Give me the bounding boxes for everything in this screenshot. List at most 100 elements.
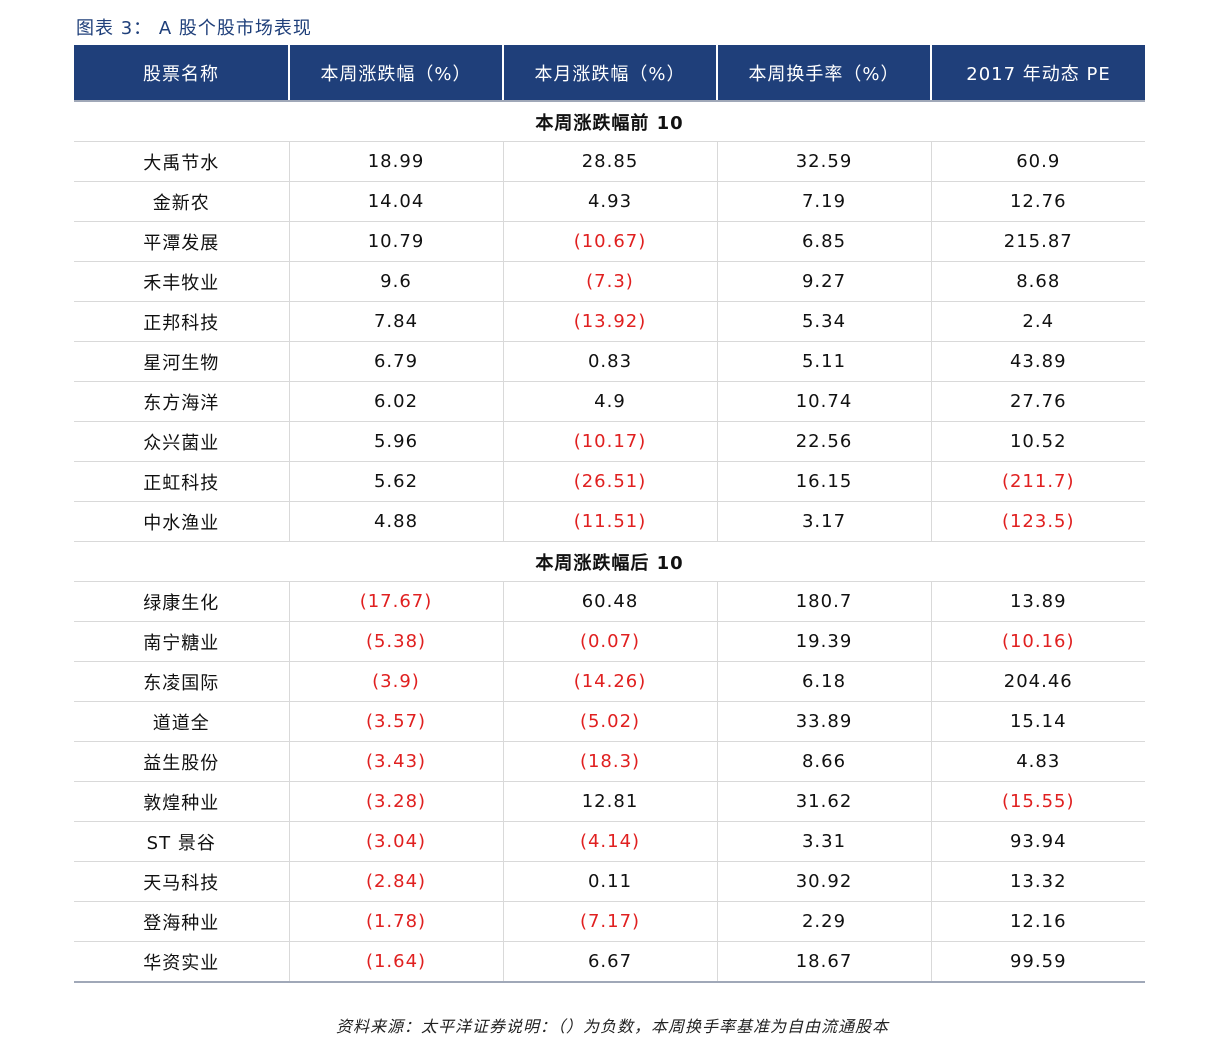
weekly-change-cell: 7.84 [288,301,503,342]
weekly-change-cell: (2.84) [288,861,503,902]
stock-name-cell: 益生股份 [74,741,289,782]
weekly-change-cell: (3.28) [288,781,503,822]
table-row: 东凌国际 (3.9) (14.26) 6.18 204.46 [74,661,1145,702]
monthly-change-cell: 4.93 [502,181,717,222]
table-row: 敦煌种业 (3.28) 12.81 31.62 (15.55) [74,781,1145,822]
monthly-change-cell: 60.48 [502,581,717,622]
table-row: 益生股份 (3.43) (18.3) 8.66 4.83 [74,741,1145,782]
table-row: 绿康生化 (17.67) 60.48 180.7 13.89 [74,581,1145,622]
table-row: 众兴菌业 5.96 (10.17) 22.56 10.52 [74,421,1145,462]
stock-name-cell: 登海种业 [74,901,289,942]
section-title: 本周涨跌幅前 10 [74,101,1145,142]
pe-cell: 215.87 [930,221,1145,262]
stock-name-cell: 华资实业 [74,941,289,983]
weekly-turnover-cell: 19.39 [716,621,931,662]
monthly-change-cell: (18.3) [502,741,717,782]
table-row: 天马科技 (2.84) 0.11 30.92 13.32 [74,861,1145,902]
section-header-row: 本周涨跌幅前 10 [74,101,1145,142]
stock-name-cell: ST 景谷 [74,821,289,862]
monthly-change-cell: (7.3) [502,261,717,302]
stock-name-cell: 星河生物 [74,341,289,382]
monthly-change-cell: (13.92) [502,301,717,342]
weekly-change-cell: (5.38) [288,621,503,662]
stock-name-cell: 东方海洋 [74,381,289,422]
table-header: 股票名称 本周涨跌幅（%） 本月涨跌幅（%） 本周换手率（%） 2017 年动态… [74,45,1145,102]
weekly-change-cell: 4.88 [288,501,503,542]
monthly-change-cell: 12.81 [502,781,717,822]
weekly-change-cell: 5.96 [288,421,503,462]
pe-cell: 8.68 [930,261,1145,302]
weekly-change-cell: (3.57) [288,701,503,742]
monthly-change-cell: (5.02) [502,701,717,742]
monthly-change-cell: 6.67 [502,941,717,983]
weekly-turnover-cell: 10.74 [716,381,931,422]
weekly-turnover-cell: 5.11 [716,341,931,382]
weekly-turnover-cell: 33.89 [716,701,931,742]
table-row: 星河生物 6.79 0.83 5.11 43.89 [74,341,1145,382]
weekly-turnover-cell: 8.66 [716,741,931,782]
stock-name-cell: 禾丰牧业 [74,261,289,302]
table-row: 平潭发展 10.79 (10.67) 6.85 215.87 [74,221,1145,262]
table-row: 正虹科技 5.62 (26.51) 16.15 (211.7) [74,461,1145,502]
source-note: 资料来源：太平洋证券说明：（）为负数，本周换手率基准为自由流通股本 [335,1017,889,1036]
weekly-turnover-cell: 22.56 [716,421,931,462]
monthly-change-cell: (10.67) [502,221,717,262]
pe-cell: 60.9 [930,141,1145,182]
weekly-turnover-cell: 18.67 [716,941,931,983]
monthly-change-cell: (4.14) [502,821,717,862]
weekly-change-cell: 10.79 [288,221,503,262]
monthly-change-cell: (7.17) [502,901,717,942]
monthly-change-cell: (11.51) [502,501,717,542]
weekly-change-cell: 6.79 [288,341,503,382]
weekly-change-cell: (17.67) [288,581,503,622]
stock-performance-table: 股票名称 本周涨跌幅（%） 本月涨跌幅（%） 本周换手率（%） 2017 年动态… [74,45,1145,983]
stock-name-cell: 敦煌种业 [74,781,289,822]
pe-cell: 99.59 [930,941,1145,983]
stock-name-cell: 众兴菌业 [74,421,289,462]
column-header-stock-name: 股票名称 [74,45,289,102]
weekly-turnover-cell: 180.7 [716,581,931,622]
table-row: ST 景谷 (3.04) (4.14) 3.31 93.94 [74,821,1145,862]
pe-cell: 15.14 [930,701,1145,742]
pe-cell: 43.89 [930,341,1145,382]
table-row: 中水渔业 4.88 (11.51) 3.17 (123.5) [74,501,1145,542]
pe-cell: 10.52 [930,421,1145,462]
pe-cell: 12.16 [930,901,1145,942]
monthly-change-cell: 4.9 [502,381,717,422]
weekly-turnover-cell: 16.15 [716,461,931,502]
weekly-turnover-cell: 7.19 [716,181,931,222]
pe-cell: 93.94 [930,821,1145,862]
weekly-change-cell: (1.78) [288,901,503,942]
pe-cell: (211.7) [930,461,1145,502]
pe-cell: (15.55) [930,781,1145,822]
column-header-weekly-change: 本周涨跌幅（%） [288,45,503,102]
column-header-weekly-turnover: 本周换手率（%） [716,45,931,102]
weekly-turnover-cell: 9.27 [716,261,931,302]
pe-cell: 2.4 [930,301,1145,342]
pe-cell: 27.76 [930,381,1145,422]
monthly-change-cell: (26.51) [502,461,717,502]
table-row: 南宁糖业 (5.38) (0.07) 19.39 (10.16) [74,621,1145,662]
stock-name-cell: 绿康生化 [74,581,289,622]
table-row: 金新农 14.04 4.93 7.19 12.76 [74,181,1145,222]
column-header-pe-2017: 2017 年动态 PE [930,45,1145,102]
pe-cell: (10.16) [930,621,1145,662]
weekly-turnover-cell: 30.92 [716,861,931,902]
pe-cell: 13.32 [930,861,1145,902]
monthly-change-cell: (14.26) [502,661,717,702]
column-header-monthly-change: 本月涨跌幅（%） [502,45,717,102]
weekly-change-cell: 18.99 [288,141,503,182]
monthly-change-cell: (10.17) [502,421,717,462]
weekly-change-cell: (1.64) [288,941,503,983]
table-row: 华资实业 (1.64) 6.67 18.67 99.59 [74,941,1145,983]
pe-cell: 4.83 [930,741,1145,782]
stock-name-cell: 天马科技 [74,861,289,902]
weekly-turnover-cell: 6.85 [716,221,931,262]
pe-cell: 204.46 [930,661,1145,702]
stock-name-cell: 正虹科技 [74,461,289,502]
section-header-row: 本周涨跌幅后 10 [74,541,1145,582]
weekly-change-cell: 9.6 [288,261,503,302]
weekly-turnover-cell: 3.17 [716,501,931,542]
weekly-change-cell: (3.43) [288,741,503,782]
stock-name-cell: 大禹节水 [74,141,289,182]
